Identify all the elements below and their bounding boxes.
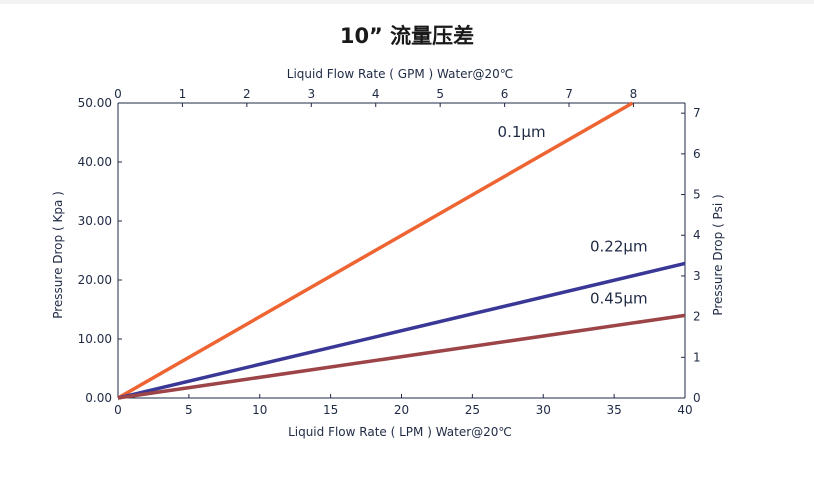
x2-tick-label: 7 bbox=[565, 87, 573, 101]
x-tick-label: 35 bbox=[606, 403, 621, 417]
y2-tick-label: 6 bbox=[693, 147, 701, 161]
x-tick-label: 25 bbox=[465, 403, 480, 417]
y-axis-label: Pressure Drop ( Kpa ) bbox=[51, 191, 65, 319]
y2-tick-label: 7 bbox=[693, 106, 701, 120]
x2-tick-label: 2 bbox=[243, 87, 251, 101]
y2-tick-label: 0 bbox=[693, 391, 701, 405]
chart-title: 10” 流量压差 bbox=[339, 24, 475, 48]
y2-tick-label: 4 bbox=[693, 228, 701, 242]
y2-tick-label: 1 bbox=[693, 350, 701, 364]
y2-axis-label: Pressure Drop ( Psi ) bbox=[711, 194, 725, 315]
series-line-3 bbox=[117, 313, 686, 400]
y-tick-label: 50.00 bbox=[78, 96, 112, 110]
x-tick-label: 0 bbox=[114, 403, 122, 417]
series-label: 0.45μm bbox=[590, 289, 648, 307]
y2-tick-label: 5 bbox=[693, 188, 701, 202]
x2-tick-label: 3 bbox=[307, 87, 315, 101]
series-line-1 bbox=[117, 101, 634, 400]
x-tick-label: 40 bbox=[677, 403, 692, 417]
series-label: 0.22μm bbox=[590, 237, 648, 255]
y-tick-label: 0.00 bbox=[85, 391, 112, 405]
x2-tick-label: 0 bbox=[114, 87, 122, 101]
x2-tick-label: 5 bbox=[436, 87, 444, 101]
y2-tick-label: 2 bbox=[693, 310, 701, 324]
x-axis-label: Liquid Flow Rate ( LPM ) Water@20℃ bbox=[288, 425, 512, 439]
x-tick-label: 30 bbox=[536, 403, 551, 417]
label-layer: 0 5 10 15 20 25 30 35 400 1 2 3 4 5 6 7 80.0010.0020.003… bbox=[78, 87, 701, 417]
series-label: 0.1μm bbox=[498, 123, 546, 141]
y-tick-label: 30.00 bbox=[78, 214, 112, 228]
top-divider bbox=[0, 0, 814, 4]
series-line-2 bbox=[117, 261, 686, 400]
x2-tick-label: 8 bbox=[630, 87, 638, 101]
x2-tick-label: 1 bbox=[179, 87, 187, 101]
x-tick-label: 5 bbox=[185, 403, 193, 417]
axes-layer bbox=[117, 102, 686, 399]
series-layer bbox=[117, 101, 686, 400]
y2-tick-label: 3 bbox=[693, 269, 701, 283]
y-tick-label: 10.00 bbox=[78, 332, 112, 346]
x2-tick-label: 6 bbox=[501, 87, 509, 101]
x-tick-label: 20 bbox=[394, 403, 409, 417]
x-tick-label: 10 bbox=[252, 403, 267, 417]
x2-axis-label: Liquid Flow Rate ( GPM ) Water@20℃ bbox=[287, 67, 513, 81]
x-tick-label: 15 bbox=[323, 403, 338, 417]
y-tick-label: 20.00 bbox=[78, 273, 112, 287]
x2-tick-label: 4 bbox=[372, 87, 380, 101]
y-tick-label: 40.00 bbox=[78, 155, 112, 169]
